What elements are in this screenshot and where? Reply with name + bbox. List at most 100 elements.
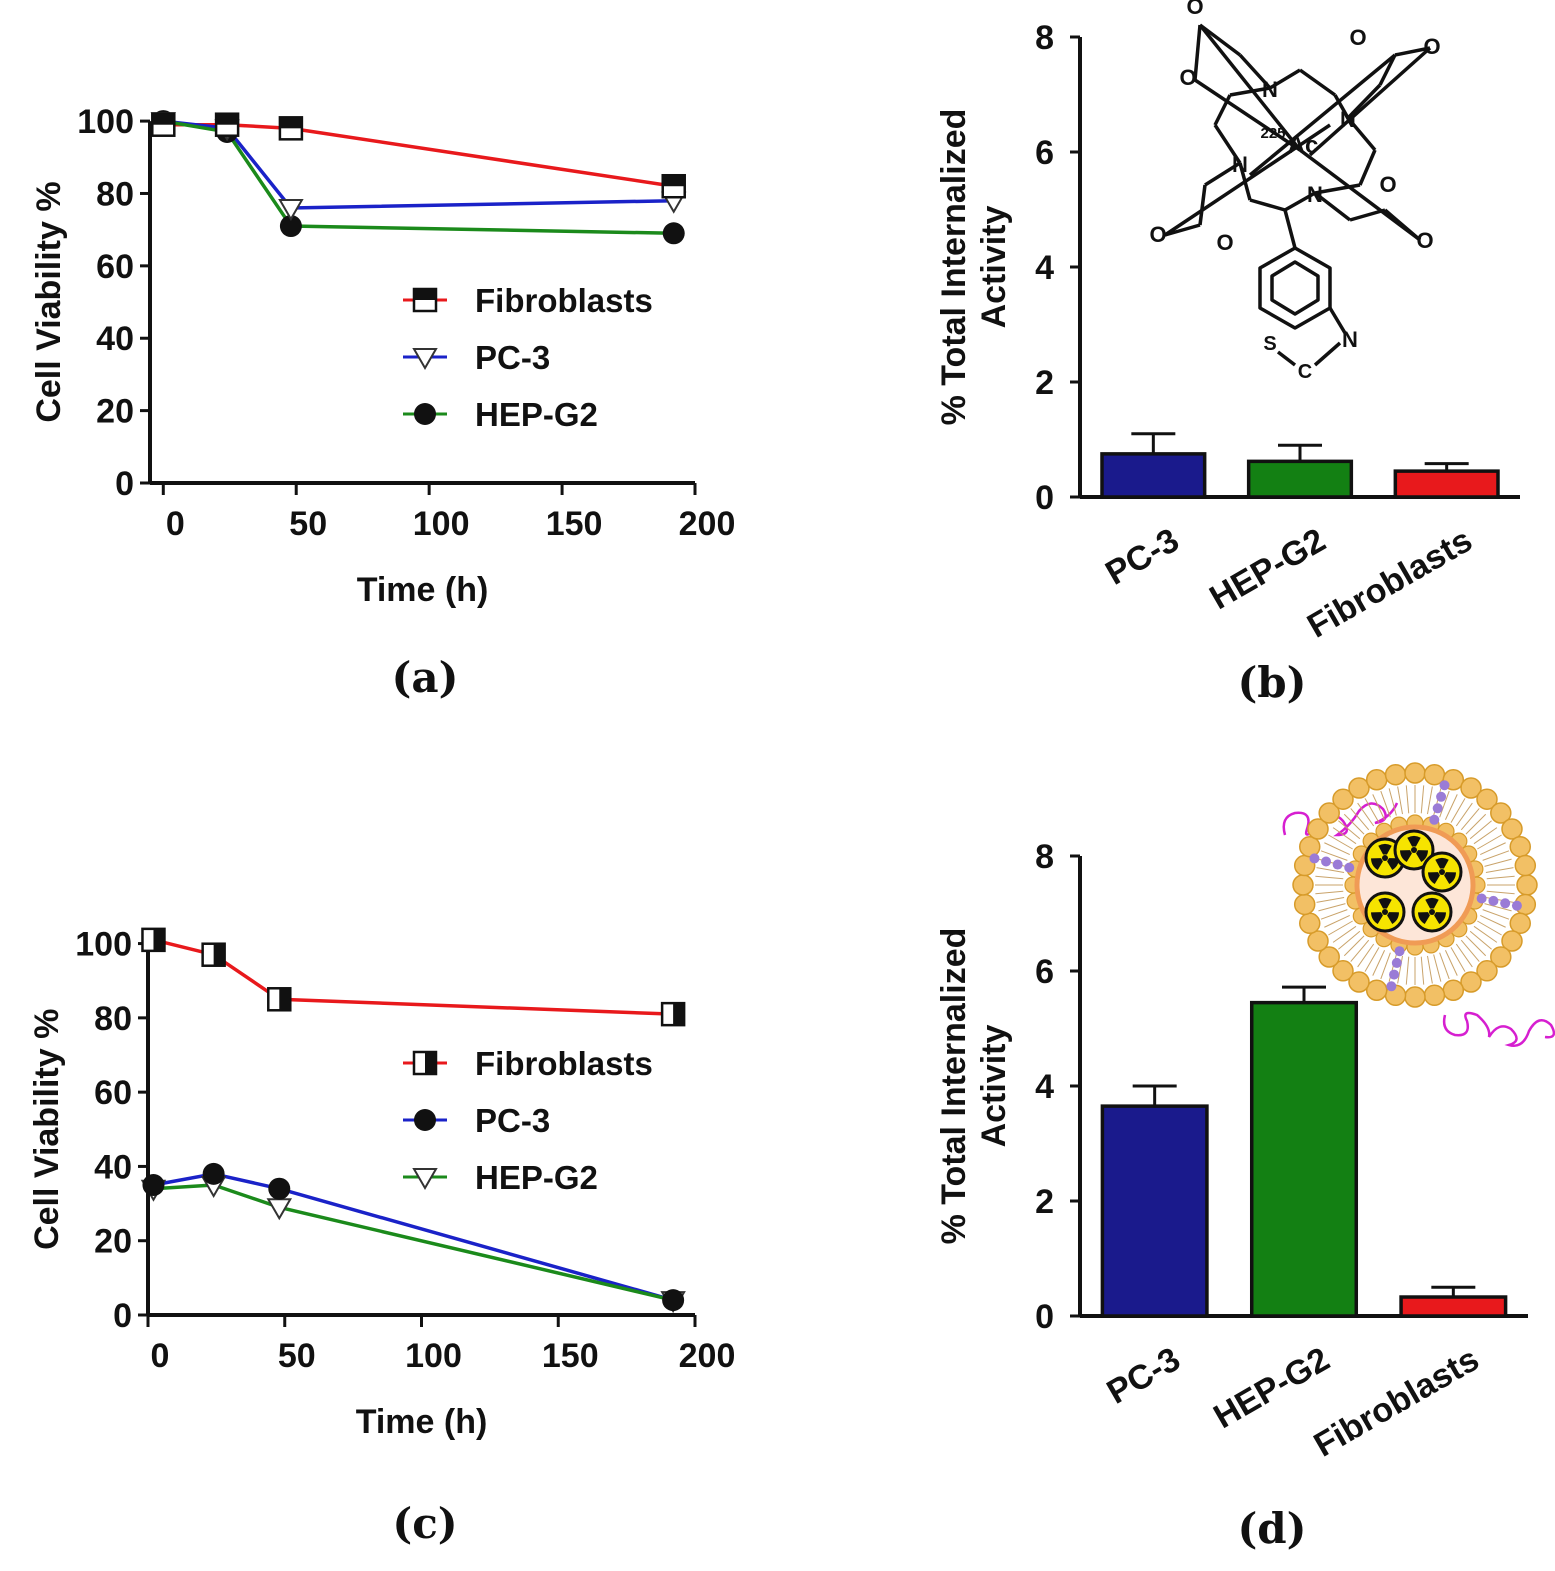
category-label-pc-3: PC-3	[1099, 521, 1185, 593]
series-line-pc-3	[153, 1172, 674, 1302]
lipid-tail	[1486, 890, 1515, 895]
category-label-pc-3: PC-3	[1101, 1340, 1187, 1412]
lipid-head	[1501, 930, 1523, 952]
lipid-tail	[1350, 808, 1370, 831]
legend-marker-hep-g2	[412, 1168, 438, 1190]
bond	[1193, 24, 1202, 81]
lipid-tail	[1380, 790, 1391, 818]
series-line-hep-g2	[153, 1183, 674, 1302]
data-point-fibroblasts	[151, 112, 176, 137]
y-tick-label: 60	[96, 248, 134, 286]
y-axis-title: % Total InternalizedActivity	[935, 109, 1013, 426]
nitrogen-label: N	[1307, 182, 1323, 207]
y-tick-label: 40	[94, 1148, 132, 1186]
lipid-tail	[1397, 955, 1403, 984]
bond	[1349, 208, 1386, 222]
radioactive-icon	[1421, 851, 1463, 893]
lipid-head	[1516, 874, 1538, 896]
lipid-head	[1442, 979, 1465, 1001]
oxygen-label: O	[1186, 0, 1203, 19]
y-tick-label: 100	[75, 926, 132, 964]
lipid-tail	[1444, 794, 1458, 820]
lipid-tail	[1328, 920, 1353, 936]
line-chart-a: 0 20 40 60 80 100 0 50 100 150 200 Time (h) Cell Via…	[30, 103, 735, 609]
line-chart-c: 0 20 40 60 80 100 0 50 100 150 200 Time (h) Cell Via…	[28, 926, 735, 1441]
lipid-tail	[1315, 890, 1344, 895]
y-tick-label: 40	[96, 320, 134, 358]
bond	[1213, 124, 1242, 164]
lipid-tail	[1444, 950, 1458, 976]
data-point-fibroblasts	[214, 112, 240, 137]
bar-pc-3	[1100, 1104, 1209, 1318]
lipid-tail	[1477, 834, 1502, 850]
y-tick-label: 0	[1035, 1298, 1054, 1336]
y-tick-label: 100	[77, 103, 134, 141]
lipid-head	[1404, 986, 1426, 1008]
lipid-tail	[1316, 867, 1345, 873]
radioactive-icon	[1411, 891, 1453, 933]
lipid-tail	[1450, 947, 1466, 972]
bond	[1283, 209, 1297, 249]
nitrogen-label: N	[1342, 327, 1358, 352]
x-tick-label: 200	[679, 1337, 736, 1375]
lipid-head	[1365, 769, 1388, 791]
legend-marker-fibroblasts	[412, 287, 438, 313]
legend-label-fibroblasts: Fibroblasts	[475, 1045, 653, 1082]
lipid-head	[1332, 960, 1354, 982]
bond	[1198, 184, 1207, 226]
data-point-pc-3	[662, 1289, 685, 1312]
lipid-head	[1514, 854, 1537, 877]
lipid-tail	[1343, 935, 1365, 957]
metal-label: Ac	[1288, 132, 1319, 159]
lipid-tail	[1372, 794, 1386, 820]
panel-label-d: (d)	[1237, 1504, 1306, 1553]
lipid-tail	[1405, 956, 1410, 985]
nitrogen-label: N	[1340, 107, 1356, 132]
y-tick-label: 20	[96, 393, 134, 431]
isotope-label: 225	[1260, 125, 1285, 142]
x-tick-label: 150	[546, 505, 603, 543]
coordination-bond	[1248, 53, 1397, 177]
coordination-bond	[1198, 23, 1302, 152]
lipid-tail	[1343, 813, 1365, 835]
tether-bead	[1389, 969, 1400, 980]
series-line-pc-3	[163, 119, 674, 210]
bond	[1276, 350, 1297, 367]
bar-hep-g2	[1246, 459, 1354, 499]
tether-bead	[1321, 856, 1332, 867]
lipid-tail	[1482, 850, 1510, 861]
category-label-hep-g2: HEP-G2	[1207, 1340, 1336, 1436]
bond	[1346, 116, 1377, 152]
tether-bead	[1432, 803, 1443, 814]
data-point-fibroblasts	[201, 942, 226, 967]
bond	[1298, 68, 1337, 97]
tether-bead	[1436, 791, 1447, 802]
bond	[1314, 183, 1361, 195]
x-tick-label: 0	[151, 1337, 170, 1375]
bar-hep-g2	[1249, 1000, 1359, 1318]
data-point-pc-3	[142, 1174, 165, 1196]
lipid-head	[1365, 979, 1388, 1001]
tether-bead	[1386, 981, 1397, 992]
bar-fibroblasts	[1399, 1295, 1508, 1318]
coordination-bond	[1164, 123, 1331, 237]
lipid-head	[1509, 912, 1531, 935]
bond	[1284, 191, 1316, 212]
lipid-tail	[1316, 897, 1345, 903]
lipid-tail	[1328, 834, 1353, 850]
lipid-tail	[1364, 947, 1380, 972]
sulfur-label: S	[1263, 333, 1276, 355]
lipid-tail	[1397, 786, 1403, 815]
radioactive-icon	[1364, 891, 1406, 933]
peg-coil	[1282, 802, 1399, 837]
lipid-tail	[1427, 786, 1433, 815]
tether-bead	[1500, 898, 1511, 909]
lipid-head	[1384, 763, 1407, 786]
lipid-tail	[1469, 820, 1492, 840]
chelator-molecule-structure	[1164, 23, 1432, 367]
radioactive-icon	[1393, 829, 1435, 871]
lipid-tail	[1465, 813, 1487, 835]
bond	[1249, 198, 1286, 212]
lipid-tail	[1480, 914, 1506, 928]
bond	[1204, 161, 1241, 187]
